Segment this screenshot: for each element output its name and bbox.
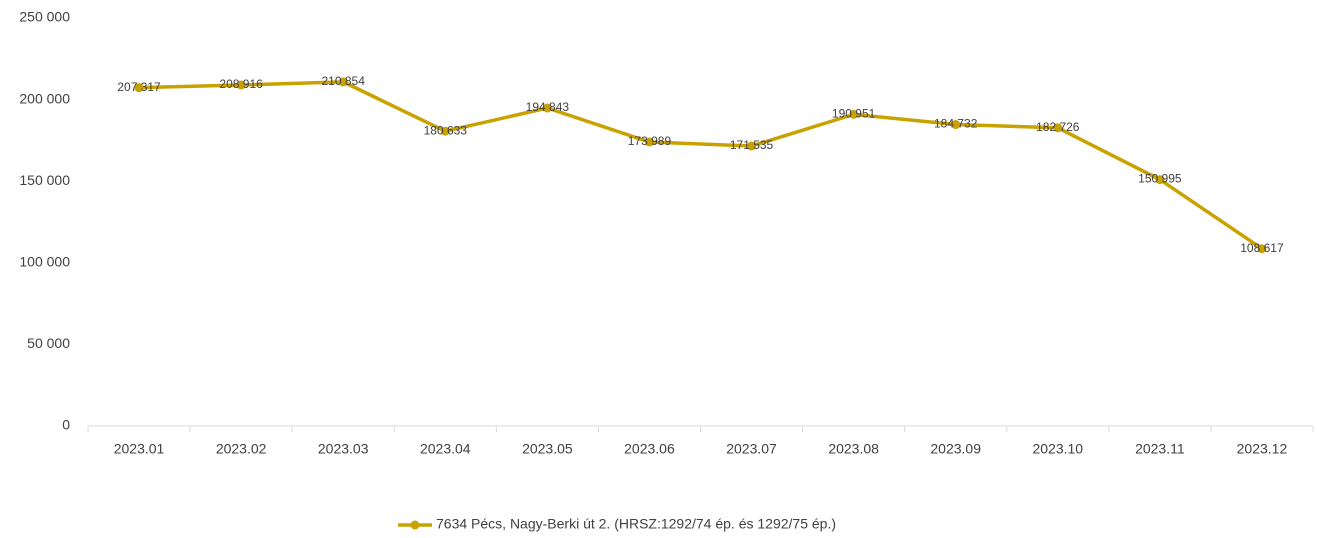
x-tick-label: 2023.11 — [1135, 441, 1185, 457]
y-tick-label: 250 000 — [19, 9, 70, 25]
data-label: 150 995 — [1138, 172, 1182, 186]
y-tick-label: 150 000 — [19, 172, 70, 188]
data-point — [1053, 123, 1063, 133]
data-label: 208 916 — [219, 77, 263, 91]
data-label: 108 617 — [1240, 241, 1284, 255]
y-tick-label: 0 — [62, 417, 70, 433]
legend-marker — [410, 520, 420, 530]
data-label: 194 843 — [526, 100, 570, 114]
x-tick-label: 2023.12 — [1237, 441, 1288, 457]
y-tick-label: 50 000 — [27, 335, 70, 351]
data-label: 210 854 — [322, 74, 366, 88]
data-point — [951, 120, 961, 130]
data-point — [644, 137, 654, 147]
legend-label: 7634 Pécs, Nagy-Berki út 2. (HRSZ:1292/7… — [436, 516, 836, 532]
data-point — [542, 103, 552, 113]
x-tick-label: 2023.08 — [828, 441, 879, 457]
x-tick-label: 2023.05 — [522, 441, 573, 457]
data-point — [747, 141, 757, 151]
x-tick-label: 2023.10 — [1032, 441, 1083, 457]
data-label: 173 989 — [628, 134, 672, 148]
x-tick-label: 2023.09 — [930, 441, 981, 457]
series-line — [138, 80, 1263, 251]
data-point — [236, 80, 246, 90]
x-tick-label: 2023.03 — [318, 441, 369, 457]
data-label: 184 732 — [934, 117, 978, 131]
data-point — [1257, 244, 1267, 254]
data-label: 207 317 — [117, 80, 161, 94]
data-point — [338, 77, 348, 87]
data-point — [440, 126, 450, 136]
x-tick-label: 2023.06 — [624, 441, 675, 457]
data-point — [849, 109, 859, 119]
x-tick-label: 2023.04 — [420, 441, 471, 457]
y-tick-label: 100 000 — [19, 254, 70, 270]
y-tick-label: 200 000 — [19, 90, 70, 106]
x-tick-label: 2023.07 — [726, 441, 777, 457]
data-point — [1155, 175, 1165, 185]
data-label: 180 633 — [424, 123, 468, 137]
x-tick-label: 2023.01 — [114, 441, 165, 457]
x-tick-label: 2023.02 — [216, 441, 267, 457]
data-label: 171 535 — [730, 138, 774, 152]
data-label: 190 951 — [832, 107, 876, 121]
data-point — [134, 83, 144, 93]
data-label: 182 726 — [1036, 120, 1080, 134]
